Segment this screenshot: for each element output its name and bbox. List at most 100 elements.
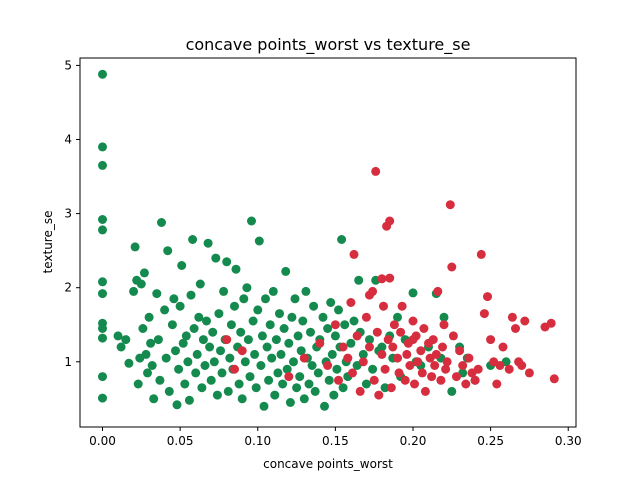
- data-point: [334, 305, 343, 315]
- y-axis-label: texture_se: [41, 211, 55, 274]
- data-point: [116, 342, 126, 352]
- data-point: [200, 361, 210, 370]
- data-point: [393, 353, 402, 363]
- data-point: [186, 290, 196, 300]
- data-point: [416, 346, 426, 356]
- data-point: [524, 368, 534, 378]
- data-point: [265, 320, 275, 330]
- data-point: [380, 383, 390, 393]
- data-point: [448, 331, 458, 341]
- data-point: [439, 312, 449, 322]
- data-point: [217, 368, 227, 378]
- data-point: [192, 349, 202, 359]
- y-tick-label: 3: [64, 207, 72, 221]
- data-point: [546, 318, 556, 328]
- data-point: [253, 305, 263, 315]
- data-point: [368, 364, 378, 374]
- data-point: [279, 324, 289, 333]
- data-point: [271, 335, 281, 345]
- data-point: [139, 268, 149, 278]
- y-tick-label: 2: [64, 281, 72, 295]
- data-point: [323, 324, 333, 333]
- data-point: [98, 215, 107, 224]
- data-point: [175, 301, 185, 311]
- data-point: [458, 361, 468, 370]
- data-point: [361, 312, 371, 322]
- data-point: [164, 386, 174, 396]
- data-point: [169, 294, 179, 304]
- data-point: [231, 264, 241, 274]
- data-point: [365, 290, 374, 300]
- data-point: [214, 309, 224, 319]
- data-point: [133, 379, 143, 389]
- data-point: [307, 361, 317, 370]
- data-point: [327, 349, 337, 359]
- data-point: [208, 327, 218, 337]
- data-point: [143, 368, 152, 378]
- data-point: [247, 216, 256, 226]
- data-point: [296, 346, 306, 356]
- data-point: [98, 333, 107, 343]
- data-point: [174, 364, 184, 374]
- data-point: [388, 342, 398, 352]
- y-tick-label: 1: [64, 355, 72, 369]
- data-point: [267, 353, 277, 363]
- data-point: [121, 335, 131, 345]
- data-point: [113, 331, 123, 341]
- data-point: [299, 394, 309, 404]
- data-point: [184, 395, 194, 405]
- data-point: [146, 338, 156, 348]
- data-point: [98, 393, 107, 403]
- y-tick-label: 4: [64, 133, 72, 147]
- data-point: [349, 316, 359, 326]
- data-point: [315, 338, 325, 348]
- data-point: [256, 361, 266, 370]
- data-point: [397, 301, 407, 311]
- data-point: [318, 312, 328, 322]
- data-point: [98, 69, 107, 79]
- x-axis-label: concave points_worst: [263, 457, 393, 471]
- data-point: [442, 357, 452, 367]
- data-point: [262, 342, 272, 352]
- data-point: [324, 375, 334, 385]
- chart-title: concave points_worst vs texture_se: [186, 35, 471, 55]
- data-point: [284, 372, 294, 382]
- data-point: [358, 357, 368, 367]
- data-point: [372, 327, 382, 337]
- data-point: [413, 357, 423, 367]
- data-point: [152, 289, 162, 299]
- data-point: [264, 375, 274, 385]
- data-point: [498, 342, 508, 352]
- data-point: [433, 286, 443, 296]
- data-point: [153, 335, 163, 345]
- data-point: [98, 225, 107, 235]
- data-point: [136, 279, 146, 289]
- data-point: [149, 394, 159, 404]
- data-point: [476, 249, 486, 259]
- data-point: [329, 390, 339, 400]
- data-point: [251, 383, 261, 393]
- plot-frame: [79, 57, 577, 428]
- data-point: [197, 383, 207, 393]
- data-point: [326, 298, 336, 307]
- data-point: [155, 375, 165, 385]
- data-point: [239, 294, 249, 304]
- x-tick-label: 0.20: [400, 434, 427, 448]
- data-point: [479, 309, 489, 319]
- x-tick-label: 0.15: [322, 434, 349, 448]
- data-point: [270, 390, 280, 400]
- data-point: [346, 338, 356, 348]
- data-point: [338, 383, 348, 393]
- data-point: [371, 166, 381, 176]
- data-point: [330, 320, 340, 330]
- data-point: [257, 331, 267, 341]
- data-point: [452, 372, 461, 382]
- data-point: [486, 335, 496, 345]
- data-point: [98, 160, 107, 170]
- data-point: [129, 286, 139, 296]
- data-point: [276, 349, 286, 359]
- data-point: [171, 346, 180, 356]
- data-point: [361, 379, 371, 389]
